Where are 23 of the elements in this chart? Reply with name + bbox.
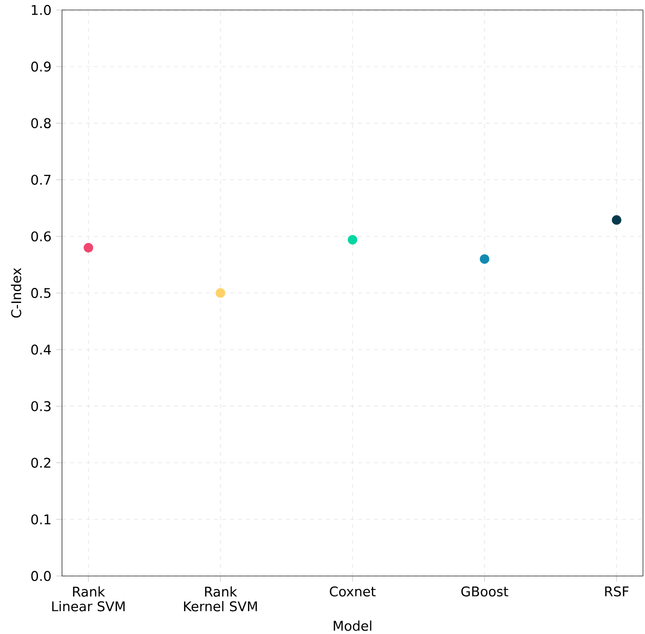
x-tick-label: Coxnet xyxy=(330,586,376,596)
y-tick-label: 0.3 xyxy=(31,401,51,412)
y-tick-label: 1.0 xyxy=(32,4,51,16)
x-tick-label: GBoost xyxy=(461,586,508,596)
point xyxy=(480,254,490,264)
point xyxy=(612,215,622,225)
y-tick-label: 0.8 xyxy=(31,118,51,128)
x-axis-title: Model xyxy=(334,620,372,631)
y-tick-label: 0.1 xyxy=(31,514,50,524)
y-tick-label: 0.7 xyxy=(31,174,50,185)
y-tick-label: 0.0 xyxy=(31,570,51,582)
x-tick-label: Rank Linear SVM xyxy=(52,586,125,612)
x-tick-label: RSF xyxy=(605,586,629,596)
y-tick-label: 0.2 xyxy=(31,458,50,468)
y-axis-title: C-Index xyxy=(10,268,22,318)
y-tick-label: 0.4 xyxy=(31,344,51,355)
point xyxy=(216,288,226,298)
point xyxy=(348,234,358,245)
x-tick-label: Rank Kernel SVM xyxy=(184,586,257,612)
y-tick-label: 0.5 xyxy=(31,288,50,298)
y-tick-label: 0.9 xyxy=(31,62,51,72)
point xyxy=(84,242,94,253)
y-tick-label: 0.6 xyxy=(31,231,51,242)
